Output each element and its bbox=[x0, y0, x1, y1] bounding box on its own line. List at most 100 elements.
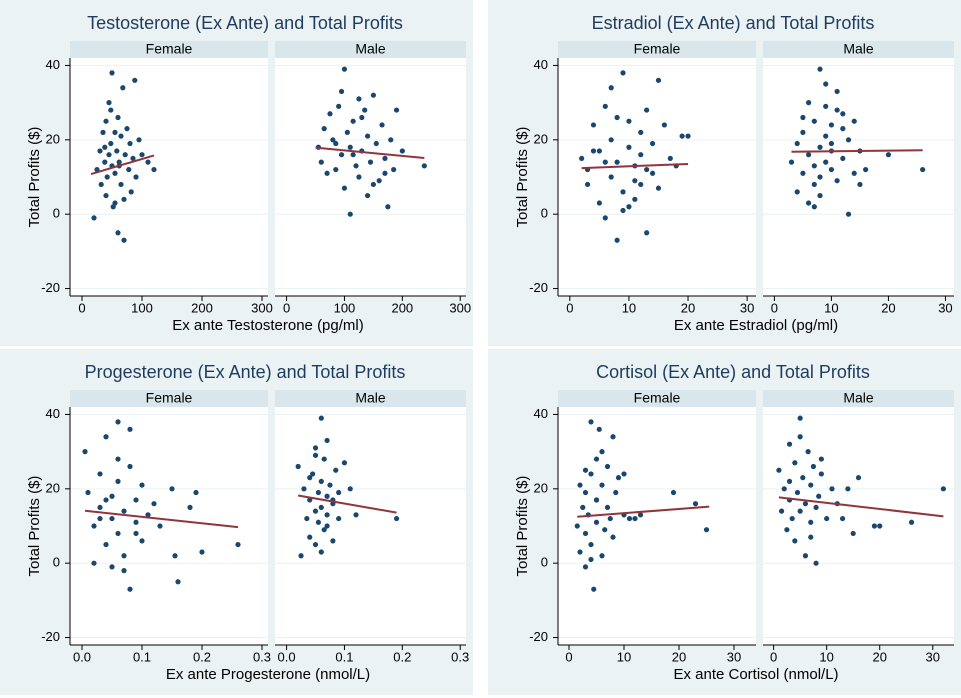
data-point bbox=[172, 553, 178, 559]
data-point bbox=[817, 174, 823, 180]
data-point bbox=[632, 515, 638, 522]
data-point bbox=[356, 174, 362, 180]
data-point bbox=[127, 426, 133, 432]
y-tick-label: 40 bbox=[46, 406, 60, 421]
data-point bbox=[781, 486, 787, 492]
x-tick-label: 100 bbox=[131, 300, 153, 315]
data-point bbox=[661, 122, 667, 128]
data-point bbox=[385, 204, 391, 210]
data-point bbox=[321, 126, 327, 132]
y-axis-title: Total Profits ($) bbox=[514, 476, 531, 577]
data-point bbox=[806, 100, 812, 106]
data-point bbox=[840, 155, 846, 162]
data-point bbox=[805, 449, 811, 455]
data-point bbox=[817, 192, 823, 199]
data-point bbox=[613, 489, 619, 496]
data-point bbox=[797, 434, 803, 440]
data-point bbox=[115, 419, 121, 425]
plot-area bbox=[763, 407, 954, 645]
data-point bbox=[104, 174, 110, 180]
data-point bbox=[97, 148, 103, 154]
x-tick-label: 0 bbox=[566, 300, 573, 315]
data-point bbox=[685, 133, 691, 139]
data-point bbox=[638, 129, 644, 135]
data-point bbox=[130, 155, 136, 162]
x-tick-label: 10 bbox=[617, 649, 631, 664]
data-point bbox=[341, 66, 348, 72]
data-point bbox=[885, 152, 892, 158]
data-point bbox=[823, 81, 829, 87]
data-point bbox=[118, 181, 124, 188]
data-point bbox=[604, 504, 611, 511]
x-tick-label: 20 bbox=[881, 300, 895, 315]
data-point bbox=[620, 207, 626, 214]
x-tick-label: 200 bbox=[191, 300, 213, 315]
y-tick-label: 0 bbox=[541, 206, 548, 221]
data-point bbox=[114, 148, 120, 154]
data-point bbox=[91, 560, 97, 566]
data-point bbox=[341, 185, 348, 191]
data-point bbox=[112, 200, 118, 206]
y-tick-label: 20 bbox=[46, 131, 60, 146]
x-tick-label: 300 bbox=[449, 300, 471, 315]
data-point bbox=[786, 441, 793, 447]
data-point bbox=[187, 504, 193, 511]
data-point bbox=[307, 475, 313, 481]
data-point bbox=[333, 467, 339, 473]
data-point bbox=[127, 586, 133, 592]
data-point bbox=[582, 489, 589, 496]
data-point bbox=[632, 196, 638, 202]
data-point bbox=[789, 515, 795, 522]
data-point bbox=[151, 501, 157, 507]
x-tick-label: 0 bbox=[283, 300, 290, 315]
data-point bbox=[840, 111, 846, 117]
data-point bbox=[128, 189, 134, 195]
data-point bbox=[115, 230, 121, 236]
data-point bbox=[824, 515, 830, 522]
data-point bbox=[324, 493, 330, 499]
data-point bbox=[834, 107, 840, 113]
data-point bbox=[82, 449, 88, 455]
data-point bbox=[127, 463, 133, 470]
data-point bbox=[175, 579, 181, 585]
data-point bbox=[103, 192, 109, 199]
data-point bbox=[336, 515, 342, 522]
data-point bbox=[359, 114, 365, 121]
data-point bbox=[655, 185, 662, 191]
data-point bbox=[315, 489, 322, 496]
data-point bbox=[132, 77, 138, 83]
data-point bbox=[823, 103, 829, 109]
data-point bbox=[304, 515, 310, 522]
x-tick-label: 0.2 bbox=[193, 649, 211, 664]
facet-strip bbox=[558, 390, 756, 407]
x-tick-label: 300 bbox=[251, 300, 273, 315]
y-tick-label: 0 bbox=[53, 206, 60, 221]
data-point bbox=[370, 92, 376, 98]
data-point bbox=[808, 519, 814, 525]
data-point bbox=[136, 137, 142, 143]
facet-label: Female bbox=[634, 390, 681, 406]
data-point bbox=[118, 133, 124, 139]
y-tick-label: 0 bbox=[541, 555, 548, 570]
data-point bbox=[794, 189, 800, 195]
x-tick-label: 0.1 bbox=[133, 649, 151, 664]
data-point bbox=[591, 586, 597, 592]
data-point bbox=[813, 560, 819, 566]
data-point bbox=[574, 523, 580, 529]
y-axis-title: Total Profits ($) bbox=[26, 476, 43, 577]
data-point bbox=[626, 118, 632, 124]
x-tick-label: 30 bbox=[740, 300, 754, 315]
data-point bbox=[367, 159, 374, 165]
data-point bbox=[112, 129, 118, 135]
data-point bbox=[857, 181, 863, 188]
data-point bbox=[797, 415, 803, 421]
data-point bbox=[806, 200, 812, 206]
x-tick-label: 30 bbox=[926, 649, 940, 664]
x-axis-title: Ex ante Progesterone (nmol/L) bbox=[166, 666, 370, 683]
x-tick-label: 20 bbox=[681, 300, 695, 315]
data-point bbox=[103, 541, 109, 548]
data-point bbox=[365, 133, 371, 139]
data-point bbox=[588, 471, 594, 477]
x-tick-label: 100 bbox=[334, 300, 356, 315]
data-point bbox=[797, 508, 803, 514]
